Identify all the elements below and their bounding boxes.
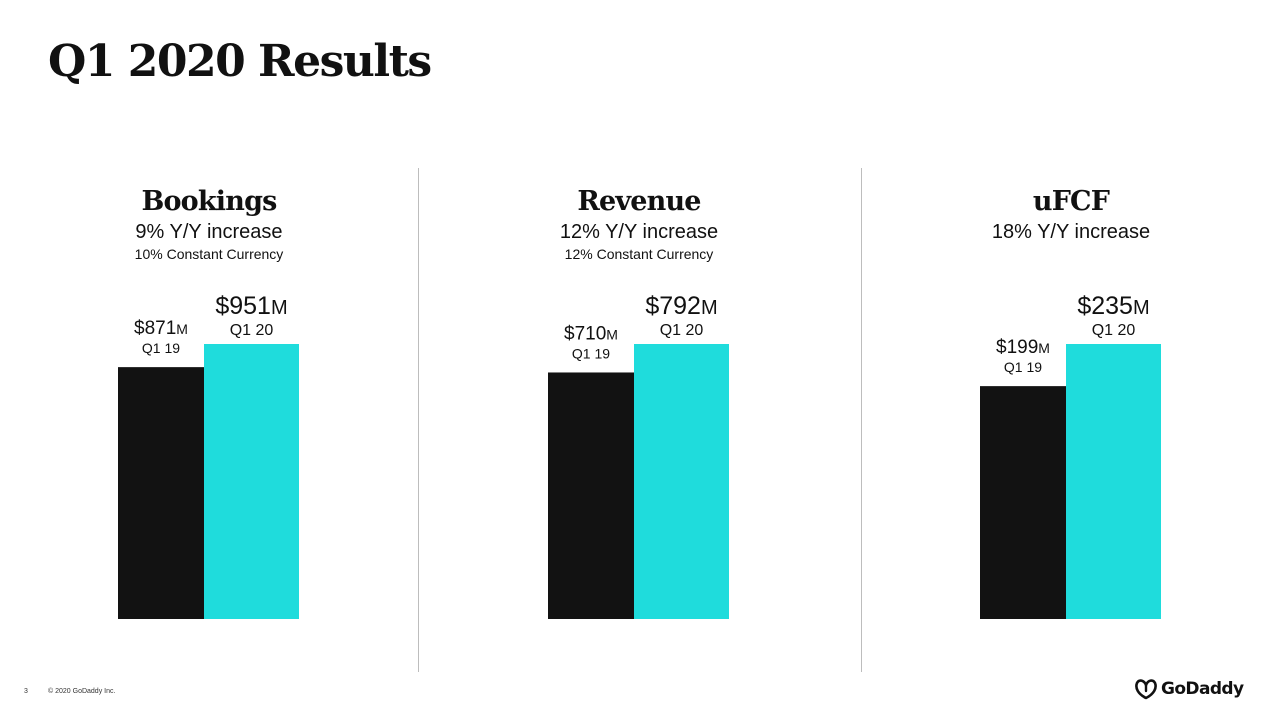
value-label: $710M (564, 323, 618, 344)
value-number: $199 (996, 337, 1038, 358)
value-number: $710 (564, 323, 606, 344)
category-label: Q1 19 (572, 345, 610, 361)
page-title: Q1 2020 Results (48, 36, 432, 87)
godaddy-logo-icon (1135, 679, 1157, 700)
bar-q1-19 (548, 372, 634, 619)
bar-q1-20 (1066, 344, 1161, 619)
panel-title: Revenue (577, 186, 701, 217)
bar-q1-19 (980, 386, 1066, 619)
copyright: © 2020 GoDaddy Inc. (48, 688, 116, 695)
divider-right (861, 168, 862, 672)
value-label: $792M (645, 292, 717, 320)
category-label: Q1 19 (142, 340, 180, 356)
panel-subtitle: 18% Y/Y increase (991, 221, 1151, 243)
value-number: $951 (215, 292, 271, 320)
panel-title: uFCF (1032, 186, 1110, 217)
panel-note: 10% Constant Currency (134, 246, 284, 262)
panel-title: Bookings (141, 186, 277, 217)
category-label: Q1 20 (230, 322, 274, 339)
value-unit: M (271, 297, 288, 319)
value-unit: M (1133, 297, 1150, 319)
page-number: 3 (24, 688, 28, 695)
logo-wordmark: GoDaddy (1161, 679, 1244, 699)
panel-subtitle: 9% Y/Y increase (135, 221, 283, 243)
bar-q1-20 (634, 344, 729, 619)
category-label: Q1 20 (1092, 322, 1136, 339)
panel-ufcf: uFCF 18% Y/Y increase $199M Q1 19 $235M Q1 … (856, 0, 1280, 720)
value-unit: M (1038, 340, 1050, 356)
value-unit: M (176, 321, 188, 337)
value-label: $871M (134, 318, 188, 339)
panel-note: 12% Constant Currency (564, 246, 714, 262)
godaddy-logo: GoDaddy (1134, 676, 1244, 702)
panel-bookings: Bookings 9% Y/Y increase 10% Constant Cu… (0, 0, 424, 720)
category-label: Q1 19 (1004, 359, 1042, 375)
value-number: $792 (645, 292, 701, 320)
value-unit: M (606, 326, 618, 342)
category-label: Q1 20 (660, 322, 704, 339)
value-number: $871 (134, 318, 176, 339)
value-label: $235M (1077, 292, 1149, 320)
bar-q1-19 (118, 367, 204, 619)
value-number: $235 (1077, 292, 1133, 320)
value-label: $951M (215, 292, 287, 320)
panel-revenue: Revenue 12% Y/Y increase 12% Constant Cu… (424, 0, 854, 720)
panel-subtitle: 12% Y/Y increase (559, 221, 719, 243)
divider-left (418, 168, 419, 672)
value-label: $199M (996, 337, 1050, 358)
bar-q1-20 (204, 344, 299, 619)
value-unit: M (701, 297, 718, 319)
